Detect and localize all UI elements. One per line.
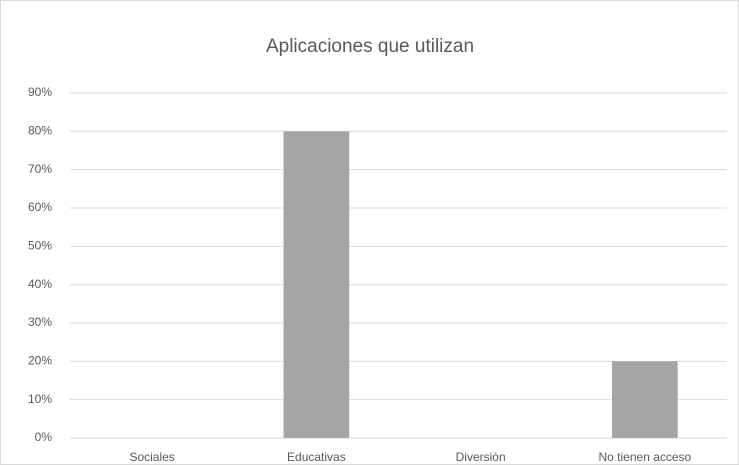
chart-title: Aplicaciones que utilizan (266, 36, 474, 57)
y-tick-label: 60% (28, 200, 52, 214)
x-tick-label: Sociales (129, 450, 174, 464)
y-tick-label: 80% (28, 124, 52, 138)
y-tick-label: 40% (28, 277, 52, 291)
x-tick-label: Diversiòn (456, 450, 506, 464)
x-tick-label: No tienen acceso (599, 450, 692, 464)
y-tick-label: 30% (28, 315, 52, 329)
y-tick-label: 70% (28, 162, 52, 176)
y-tick-label: 10% (28, 392, 52, 406)
y-tick-label: 90% (28, 85, 52, 99)
x-tick-label: Educativas (287, 450, 346, 464)
y-tick-label: 50% (28, 239, 52, 253)
bar (283, 131, 350, 439)
y-tick-label: 0% (35, 430, 53, 444)
y-tick-label: 20% (28, 354, 52, 368)
bar (612, 361, 678, 438)
